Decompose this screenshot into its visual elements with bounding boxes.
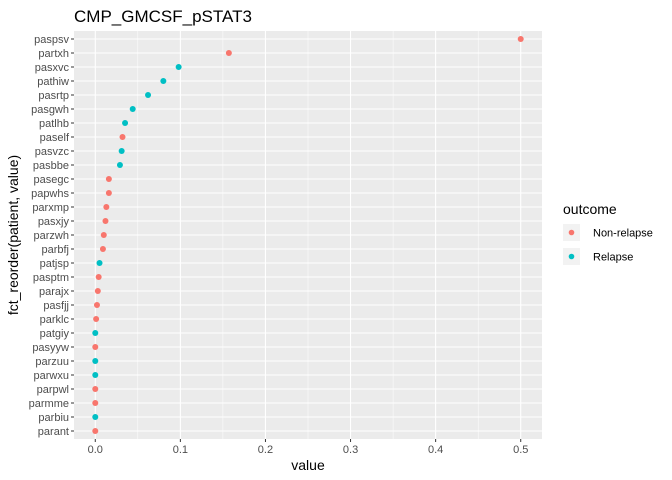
y-tick-label: pasegc <box>34 174 70 186</box>
data-point-parzwh <box>100 232 107 238</box>
y-tick-label: parxmp <box>32 202 69 214</box>
data-point-patjsp <box>96 260 103 266</box>
x-axis-title: value <box>291 457 325 473</box>
y-tick-label: pasyyw <box>32 342 69 354</box>
y-tick-label: parpwl <box>37 384 69 396</box>
y-tick-label: patjsp <box>40 258 69 270</box>
y-axis-title: fct_reorder(patient, value) <box>5 155 21 315</box>
x-tick-label: 0.4 <box>428 444 443 456</box>
data-point-pasrtp <box>145 92 152 98</box>
data-point-pasptm <box>95 274 102 280</box>
data-point-pasfjj <box>93 302 100 308</box>
data-point-pathiw <box>160 78 167 84</box>
y-tick-label: pasbbe <box>33 160 69 172</box>
data-point-patgiy <box>92 330 99 336</box>
y-tick-label: pasgwh <box>31 104 69 116</box>
legend: outcome Non-relapse Relapse <box>563 201 653 265</box>
data-point-parbiu <box>92 414 99 420</box>
x-tick-label: 0.1 <box>173 444 188 456</box>
data-point-partxh <box>225 50 232 56</box>
data-point-pasegc <box>105 176 112 182</box>
x-tick-label: 0.5 <box>513 444 528 456</box>
y-tick-label: parklc <box>40 314 70 326</box>
data-point-parxmp <box>103 204 110 210</box>
data-point-pasxjy <box>102 218 109 224</box>
data-point-parmme <box>92 400 99 406</box>
data-point-parant <box>92 428 99 434</box>
x-tick-label: 0.2 <box>258 444 273 456</box>
x-tick-label: 0.0 <box>88 444 103 456</box>
x-tick-label: 0.3 <box>343 444 358 456</box>
y-axis-ticks: paspsv partxh pasxvc pathiw pasrtp pasgwh patl… <box>29 34 74 438</box>
legend-label-relapse: Relapse <box>593 252 633 264</box>
data-point-papwhs <box>105 190 112 196</box>
data-point-parwxu <box>92 372 99 378</box>
data-point-pasxvc <box>175 64 182 70</box>
chart-title: CMP_GMCSF_pSTAT3 <box>74 7 252 26</box>
legend-label-non-relapse: Non-relapse <box>593 228 653 240</box>
y-tick-label: pasrtp <box>38 90 69 102</box>
y-tick-label: parbiu <box>38 412 69 424</box>
data-point-paspsv <box>517 36 524 42</box>
data-points <box>92 36 524 434</box>
y-tick-label: parmme <box>29 398 69 410</box>
y-tick-label: patgiy <box>40 328 70 340</box>
y-tick-label: pasvzc <box>35 146 70 158</box>
x-axis-ticks: 0.0 0.1 0.2 0.3 0.4 0.5 <box>88 439 528 456</box>
y-tick-label: pasxjy <box>38 216 70 228</box>
data-point-parzuu <box>92 358 99 364</box>
data-point-parpwl <box>92 386 99 392</box>
y-tick-label: paspsv <box>34 34 69 46</box>
y-tick-label: parzuu <box>35 356 69 368</box>
y-tick-label: parbfj <box>41 244 69 256</box>
y-tick-label: pasptm <box>33 272 69 284</box>
y-tick-label: parant <box>38 426 69 438</box>
data-point-pasvzc <box>118 148 125 154</box>
data-point-patlhb <box>122 120 129 126</box>
y-tick-label: pathiw <box>37 76 69 88</box>
y-tick-label: parajx <box>39 286 69 298</box>
y-tick-label: partxh <box>38 48 69 60</box>
legend-title: outcome <box>563 201 617 217</box>
grid-lines <box>74 31 542 439</box>
data-point-parajx <box>94 288 101 294</box>
legend-dot-relapse <box>568 253 575 260</box>
data-point-pasyyw <box>92 344 99 350</box>
legend-dot-non-relapse <box>568 229 575 236</box>
y-tick-label: pasxvc <box>35 62 70 74</box>
y-tick-label: parzwh <box>34 230 69 242</box>
y-tick-label: papwhs <box>31 188 69 200</box>
data-point-pasgwh <box>129 106 136 112</box>
data-point-paself <box>119 134 126 140</box>
y-tick-label: pasfjj <box>43 300 69 312</box>
data-point-parbfj <box>99 246 106 252</box>
data-point-parklc <box>93 316 100 322</box>
y-tick-label: parwxu <box>34 370 69 382</box>
data-point-pasbbe <box>116 162 123 168</box>
y-tick-label: patlhb <box>39 118 69 130</box>
y-tick-label: paself <box>40 132 70 144</box>
